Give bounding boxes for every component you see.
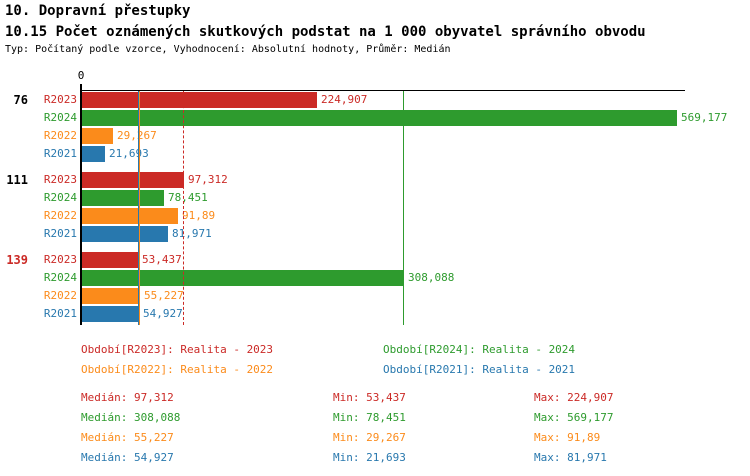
legend-item-R2022: Období[R2022]: Realita - 2022 xyxy=(81,363,274,376)
stat-median-R2024: Medián: 308,088 xyxy=(81,411,181,424)
bar-row-label: R2024 xyxy=(43,271,77,284)
bar-row-label: R2022 xyxy=(43,129,77,142)
stat-max-R2021: Max: 81,971 xyxy=(534,451,607,464)
legend-item-R2023: Období[R2023]: Realita - 2023 xyxy=(81,343,274,356)
group-label: 76 xyxy=(13,93,28,107)
median-line-R2023 xyxy=(183,90,184,325)
stat-median-R2022: Medián: 55,227 xyxy=(81,431,174,444)
legend-item-R2024: Období[R2024]: Realita - 2024 xyxy=(383,343,576,356)
median-line-R2021 xyxy=(138,90,139,325)
page-title: 10. Dopravní přestupky xyxy=(5,3,191,19)
stat-median-R2023: Medián: 97,312 xyxy=(81,391,174,404)
stat-min-R2024: Min: 78,451 xyxy=(333,411,406,424)
bar-row-label: R2023 xyxy=(43,173,77,186)
page-meta: Typ: Počítaný podle vzorce, Vyhodnocení:… xyxy=(5,44,451,55)
bar xyxy=(82,306,139,322)
bar xyxy=(82,128,113,144)
bar-value-label: 81,971 xyxy=(172,227,212,240)
bar-row-label: R2022 xyxy=(43,209,77,222)
bar xyxy=(82,190,164,206)
bar-value-label: 55,227 xyxy=(144,289,184,302)
y-axis-line xyxy=(80,84,82,325)
x-axis-line xyxy=(80,90,685,91)
median-line-R2022 xyxy=(139,90,140,325)
bar xyxy=(82,146,105,162)
bar xyxy=(82,92,317,108)
stat-max-R2024: Max: 569,177 xyxy=(534,411,614,424)
stat-max-R2022: Max: 91,89 xyxy=(534,431,601,444)
bar xyxy=(82,252,138,268)
bar-row-label: R2023 xyxy=(43,93,77,106)
median-line-R2024 xyxy=(403,90,404,325)
legend-item-R2021: Období[R2021]: Realita - 2021 xyxy=(383,363,576,376)
stat-median-R2021: Medián: 54,927 xyxy=(81,451,174,464)
bar xyxy=(82,226,168,242)
bar-value-label: 21,693 xyxy=(109,147,149,160)
bar-row-label: R2021 xyxy=(43,147,77,160)
bar-row-label: R2023 xyxy=(43,253,77,266)
x-axis-zero-label: 0 xyxy=(77,69,85,82)
bar-value-label: 308,088 xyxy=(408,271,455,284)
bar xyxy=(82,110,677,126)
bar xyxy=(82,270,404,286)
bar-row-label: R2024 xyxy=(43,191,77,204)
bar-value-label: 91,89 xyxy=(182,209,216,222)
bar-value-label: 78,451 xyxy=(168,191,208,204)
page-subtitle: 10.15 Počet oznámených skutkových podsta… xyxy=(5,24,646,40)
bar-value-label: 29,267 xyxy=(117,129,157,142)
bar-row-label: R2021 xyxy=(43,227,77,240)
bar xyxy=(82,288,140,304)
stat-max-R2023: Max: 224,907 xyxy=(534,391,614,404)
bar xyxy=(82,172,184,188)
bar-value-label: 97,312 xyxy=(188,173,228,186)
group-label: 111 xyxy=(6,173,28,187)
bar-row-label: R2024 xyxy=(43,111,77,124)
group-label: 139 xyxy=(6,253,28,267)
bar-row-label: R2022 xyxy=(43,289,77,302)
bar-value-label: 54,927 xyxy=(143,307,183,320)
bar xyxy=(82,208,178,224)
bar-row-label: R2021 xyxy=(43,307,77,320)
stat-min-R2021: Min: 21,693 xyxy=(333,451,406,464)
bar-value-label: 53,437 xyxy=(142,253,182,266)
bar-value-label: 224,907 xyxy=(321,93,368,106)
stat-min-R2022: Min: 29,267 xyxy=(333,431,406,444)
bar-value-label: 569,177 xyxy=(681,111,728,124)
stat-min-R2023: Min: 53,437 xyxy=(333,391,406,404)
